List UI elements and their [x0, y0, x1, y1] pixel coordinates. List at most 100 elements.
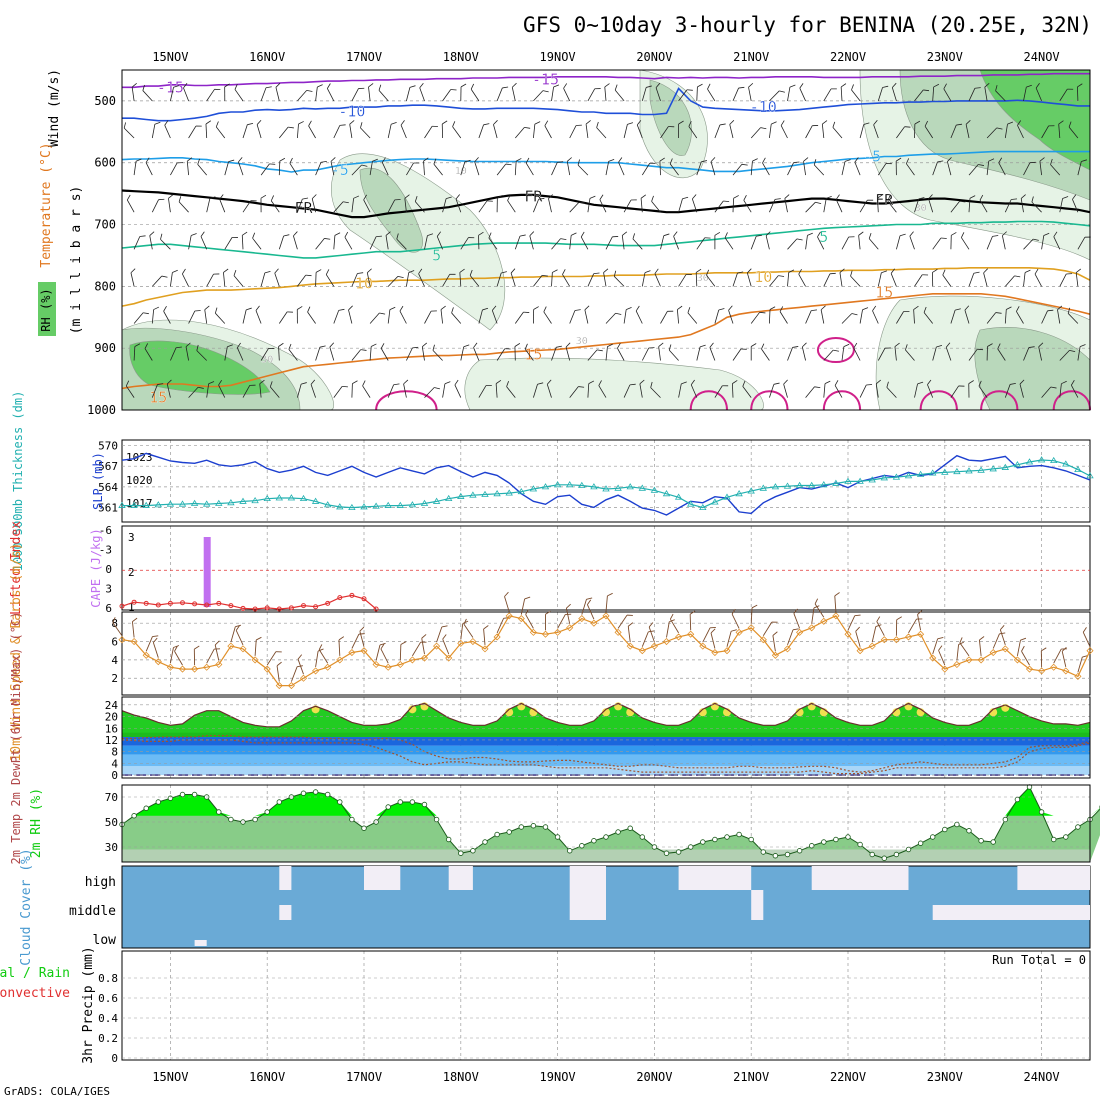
wind-barb-10m-flag [504, 591, 509, 597]
thickness-tick-label: 561 [98, 502, 118, 515]
wind-barb-flag [209, 196, 216, 199]
wind-speed-marker [360, 647, 368, 655]
wind-barb-shaft [270, 200, 280, 213]
wind-barb [1077, 83, 1083, 101]
rh2m-marker [361, 825, 367, 831]
wind-barb-shaft [769, 90, 780, 102]
thickness-marker [529, 485, 538, 492]
wind-barb-10m-flag [1061, 646, 1067, 652]
wind-barb [805, 386, 821, 398]
wind-barb-shaft [887, 200, 897, 213]
wind-barb-10m-flag [731, 608, 736, 615]
rh2m-marker [554, 834, 561, 840]
wind-barb [732, 271, 744, 287]
wind-barb-shaft [823, 349, 834, 361]
wind-barb-shaft [823, 198, 827, 213]
wind-barb-shaft [478, 385, 487, 398]
wind-barb [769, 275, 785, 287]
wind-barb-flag [1024, 269, 1031, 273]
wind-barb-flag [997, 343, 1001, 349]
cloud-clear-patch [1017, 866, 1090, 890]
wind-barb-flag [497, 194, 503, 199]
wind-barb-shaft [1023, 87, 1027, 101]
wind-barb [714, 200, 730, 213]
wind-barb-shaft [333, 310, 340, 324]
wind-barb-shaft [587, 88, 596, 102]
wind-barb-10m-shaft [855, 631, 861, 647]
wind-barb-flag [658, 342, 664, 347]
wind-barb-flag [218, 379, 223, 386]
wind-barb-10m-shaft [847, 615, 856, 631]
wind-barb-10m-shaft [380, 648, 389, 664]
dewpoint-band [122, 737, 1090, 746]
wind-barb-shaft [451, 312, 462, 324]
wind-barb-flag [618, 157, 623, 163]
wind-barb-10m [847, 614, 861, 631]
wind-barb [495, 379, 502, 398]
wind-barb [543, 306, 552, 324]
wind-barb-shaft [256, 124, 262, 139]
wind-barb [950, 385, 965, 398]
ylabel-slp: SLP (mb) [91, 452, 105, 510]
thickness-marker [432, 497, 441, 504]
wind-barb-flag [269, 163, 276, 165]
wind-barb-flag [774, 198, 781, 200]
wind-barb-flag [1034, 268, 1039, 275]
wind-barb-shaft [381, 162, 389, 176]
wind-barb-flag [533, 306, 539, 310]
temp-frame-outline [121, 696, 1091, 779]
wind-barb-flag [922, 274, 929, 276]
wind-barb-shaft [569, 235, 572, 250]
wind-barb-flag [1079, 344, 1086, 348]
wind-speed-marker [796, 628, 804, 636]
wind-barb [687, 307, 698, 324]
wind-barb-10m-flag [937, 637, 944, 640]
wind-barb-flag [936, 344, 943, 348]
wind-barb-flag [1014, 275, 1021, 278]
wind-barb-flag [635, 305, 640, 312]
wind-barb [623, 383, 636, 398]
wind-barb-shaft [654, 273, 661, 287]
wind-barb-flag [765, 231, 771, 236]
wind-barb-10m-flag [772, 631, 778, 636]
wind-barb-shaft [206, 198, 211, 213]
wind-barb-shaft [714, 124, 721, 139]
wind-barb-flag [918, 197, 925, 200]
temp-tick-label: 16 [105, 722, 118, 735]
wind-barb-shaft [1023, 347, 1030, 361]
wind-barb [762, 157, 770, 176]
wind-barb-shaft [459, 272, 462, 287]
wind-barb-flag [988, 158, 995, 162]
wind-barb [660, 233, 670, 250]
rh2m-marker [639, 834, 645, 840]
wind-barb-flag [455, 194, 460, 200]
wind-barb [414, 195, 425, 213]
wind-barb [442, 89, 457, 102]
wind-barb-shaft [835, 199, 843, 213]
wind-barb-shaft [623, 384, 631, 398]
wind-barb-flag [673, 231, 678, 237]
wind-barb-10m-shaft [908, 618, 917, 634]
wind-barb-flag [557, 161, 564, 163]
rh2m-marker [494, 831, 500, 838]
wind-barb [152, 275, 168, 287]
wind-barb [1077, 344, 1086, 361]
wind-barb-shaft [877, 272, 882, 287]
rh2m-marker [893, 851, 900, 858]
wind-barb-flag [524, 126, 531, 129]
wind-barb [587, 272, 600, 287]
wind-barb-flag [799, 83, 804, 89]
wind-barb [896, 126, 911, 139]
wind-barb-shaft [170, 162, 178, 176]
wind-barb-flag [265, 86, 272, 89]
wind-barb [351, 164, 368, 176]
wind-barb-flag [854, 157, 859, 163]
wind-barb-flag [796, 238, 803, 241]
wind-barb [188, 310, 201, 324]
wind-barb [817, 231, 825, 250]
wind-barb-shaft [803, 161, 806, 176]
wind-barb-flag [615, 312, 622, 315]
wind-barb-flag [995, 312, 1002, 314]
lifted-index-marker [228, 603, 234, 609]
wind-barb-10m-flag [132, 617, 138, 622]
